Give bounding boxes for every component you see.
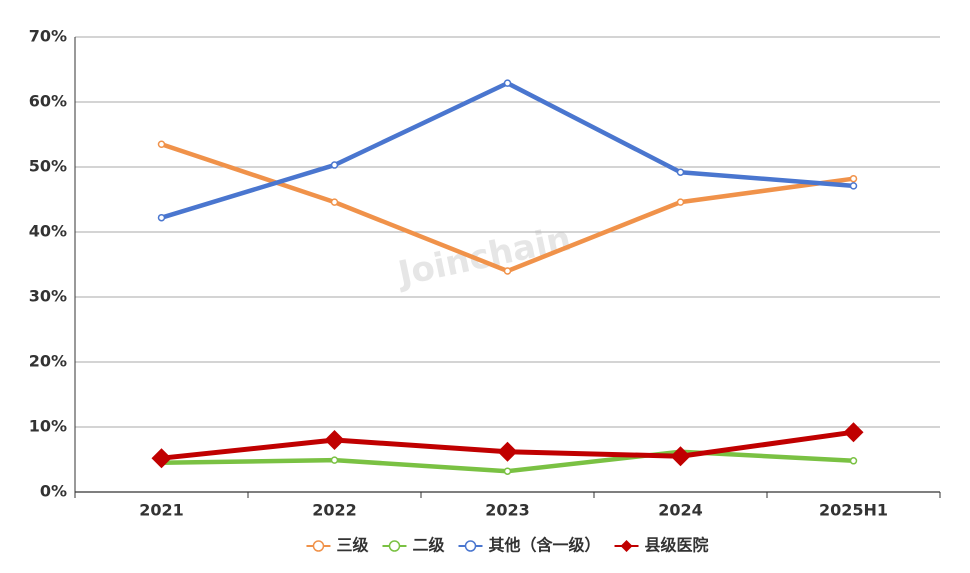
y-tick-label: 40% xyxy=(29,222,67,241)
legend-item: 二级 xyxy=(382,536,445,555)
data-point xyxy=(843,422,864,443)
y-tick-label: 30% xyxy=(29,287,67,306)
y-tick-label: 0% xyxy=(40,482,67,501)
legend-label: 其他（含一级） xyxy=(489,536,601,555)
data-point xyxy=(157,140,166,148)
legend-item: 其他（含一级） xyxy=(458,536,601,555)
y-tick-label: 50% xyxy=(29,157,67,176)
legend-marker xyxy=(464,540,477,552)
legend-label: 县级医院 xyxy=(645,536,709,555)
data-point xyxy=(330,198,339,206)
data-point xyxy=(503,267,512,275)
legend-marker xyxy=(312,540,325,552)
data-point xyxy=(324,430,345,450)
y-tick-label: 20% xyxy=(29,352,67,371)
data-point xyxy=(849,174,858,183)
legend-marker xyxy=(388,540,401,552)
data-point xyxy=(151,448,172,469)
data-point xyxy=(676,198,685,206)
data-point xyxy=(676,168,685,176)
legend-item: 三级 xyxy=(306,536,369,555)
data-point xyxy=(330,456,339,464)
legend-label: 三级 xyxy=(336,536,369,555)
legend-item: 县级医院 xyxy=(614,536,709,555)
x-tick-label: 2024 xyxy=(658,501,703,520)
x-tick-label: 2023 xyxy=(485,501,530,520)
y-tick-label: 70% xyxy=(29,27,67,46)
legend-label: 二级 xyxy=(412,536,445,555)
legend-marker xyxy=(620,540,633,552)
data-point xyxy=(497,441,518,462)
data-point xyxy=(849,457,858,465)
x-tick-label: 2022 xyxy=(312,501,357,520)
x-tick-label: 2021 xyxy=(139,501,184,520)
data-point xyxy=(157,213,166,222)
series-line xyxy=(160,80,854,220)
y-tick-label: 10% xyxy=(29,417,67,436)
y-tick-label: 60% xyxy=(29,92,67,111)
data-point xyxy=(503,467,512,475)
data-point xyxy=(503,79,512,87)
data-point xyxy=(330,161,339,169)
data-point xyxy=(849,182,858,190)
x-tick-label: 2025H1 xyxy=(819,501,888,520)
data-point xyxy=(670,446,691,467)
